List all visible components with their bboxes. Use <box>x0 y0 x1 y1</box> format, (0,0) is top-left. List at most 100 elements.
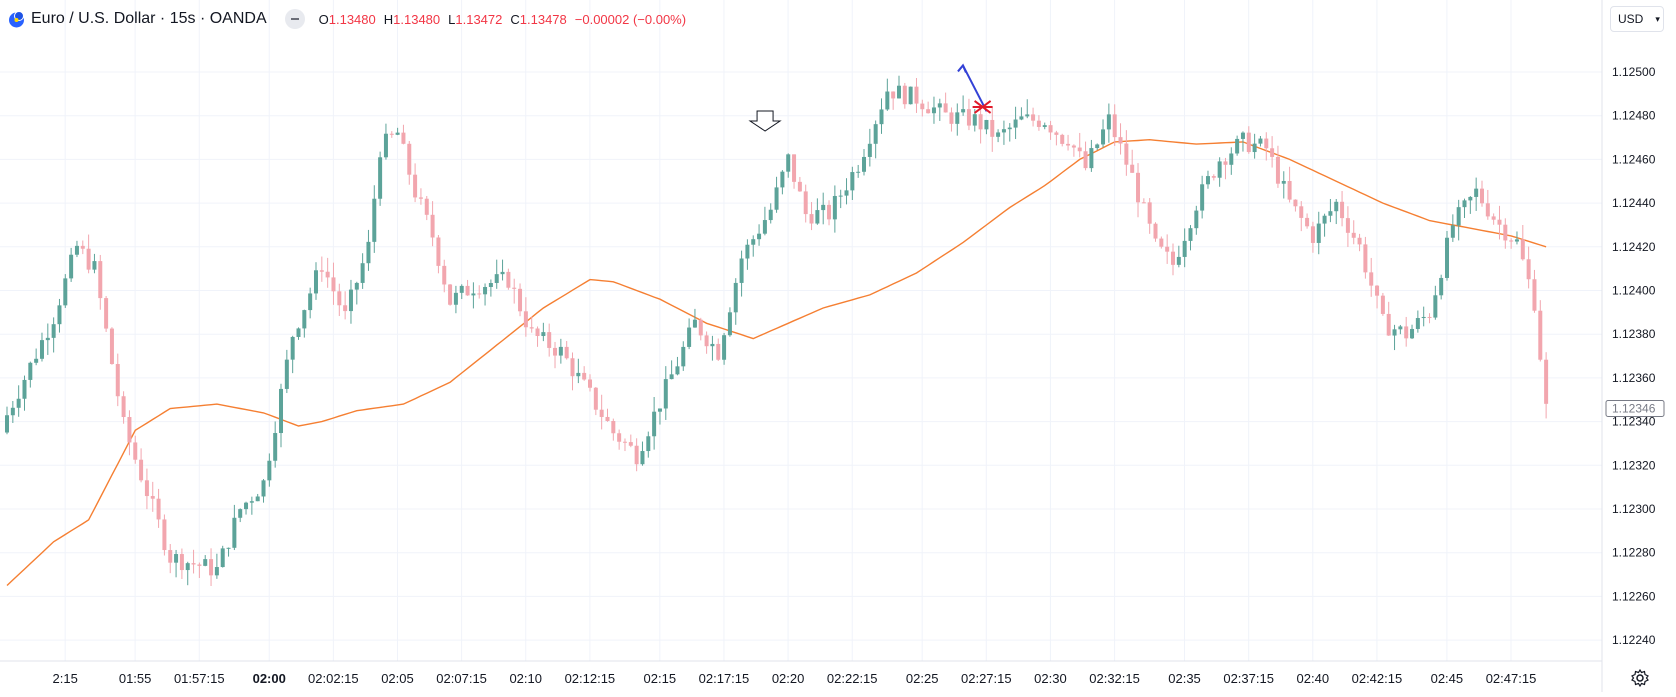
candle-body <box>1118 137 1123 144</box>
candle-body <box>541 332 546 337</box>
candle-body <box>1544 359 1549 404</box>
candle-body <box>1363 244 1368 273</box>
candle-body <box>564 346 569 359</box>
candle-body <box>1036 120 1041 127</box>
candle-body <box>214 567 219 576</box>
candle-body <box>1071 145 1076 148</box>
time-tick-label: 02:17:15 <box>699 671 750 686</box>
candle-body <box>809 214 814 224</box>
price-tick-label: 1.12500 <box>1612 65 1656 79</box>
time-tick-label: 02:35 <box>1168 671 1201 686</box>
candle-body <box>191 563 196 565</box>
time-tick-label: 2:15 <box>53 671 78 686</box>
candle-body <box>617 433 622 442</box>
time-tick-label: 01:57:15 <box>174 671 225 686</box>
price-tick-label: 1.12340 <box>1612 415 1656 429</box>
candle-body <box>378 157 383 199</box>
candle-body <box>500 271 505 275</box>
candle-body <box>448 284 453 305</box>
candle-body <box>745 244 750 259</box>
candle-body <box>133 442 138 460</box>
candle-body <box>1159 238 1164 247</box>
candle-body <box>827 204 832 220</box>
cross-marker-icon[interactable] <box>972 100 993 114</box>
time-tick-label: 02:20 <box>772 671 805 686</box>
candle-body <box>1456 207 1461 226</box>
candle-body <box>1398 326 1403 330</box>
open-key: O <box>318 11 329 27</box>
candle-body <box>1001 129 1006 133</box>
candle-body <box>401 132 406 144</box>
candle-body <box>80 245 85 249</box>
candle-body <box>1083 151 1088 169</box>
candle-body <box>302 310 307 329</box>
candle-body <box>1176 256 1181 265</box>
candle-body <box>1293 199 1298 207</box>
candle-body <box>1136 172 1141 203</box>
candle-body <box>558 346 563 356</box>
candle-body <box>1089 148 1094 169</box>
candle-body <box>1240 132 1245 139</box>
candle-body <box>605 416 610 421</box>
candle-body <box>139 459 144 481</box>
candle-body <box>850 172 855 191</box>
low-value: 1.13472 <box>455 11 503 27</box>
price-tick-label: 1.12280 <box>1612 546 1656 560</box>
candle-body <box>1205 176 1210 185</box>
candle-body <box>891 91 896 99</box>
candle-body <box>1427 316 1432 318</box>
candle-body <box>949 112 954 124</box>
chevron-down-icon: ▾ <box>1655 13 1660 24</box>
low-key: L <box>448 11 456 27</box>
down-arrow-marker-icon[interactable] <box>748 110 782 132</box>
candle-body <box>1415 318 1420 329</box>
candle-body <box>179 554 184 571</box>
time-tick-label: 02:07:15 <box>436 671 487 686</box>
time-tick-label: 02:45 <box>1431 671 1464 686</box>
candle-body <box>1188 228 1193 241</box>
candle-body <box>16 398 21 408</box>
candle-body <box>331 277 336 292</box>
candle-body <box>354 282 359 290</box>
symbol-title[interactable]: Euro / U.S. Dollar · 15s · OANDA <box>31 10 267 27</box>
candle-body <box>1445 237 1450 278</box>
candle-body <box>442 265 447 285</box>
candle-body <box>1007 127 1012 130</box>
time-tick-label: 02:05 <box>381 671 414 686</box>
candle-body <box>1462 200 1467 208</box>
time-tick-label: 02:12:15 <box>565 671 616 686</box>
time-tick-label: 02:42:15 <box>1352 671 1403 686</box>
candle-body <box>5 415 9 433</box>
trend-arrow-line[interactable] <box>962 64 988 112</box>
time-tick-label: 02:30 <box>1034 671 1067 686</box>
minus-circle-icon[interactable] <box>284 9 305 29</box>
price-tick-label: 1.12440 <box>1612 196 1656 210</box>
grid <box>0 0 1602 661</box>
candle-body <box>692 319 697 328</box>
candle-body <box>34 358 39 363</box>
candle-body <box>512 287 517 289</box>
candle-body <box>792 154 797 182</box>
close-key: C <box>510 11 520 27</box>
candle-body <box>197 564 202 566</box>
gear-icon[interactable] <box>1630 668 1650 688</box>
candle-body <box>908 86 913 105</box>
currency-selector[interactable]: USD ▾ <box>1610 6 1664 32</box>
currency-label: USD <box>1618 12 1644 26</box>
candle-body <box>716 343 721 360</box>
candle-body <box>523 311 528 328</box>
candle-body <box>547 332 552 348</box>
candle-body <box>768 209 773 221</box>
candle-body <box>733 282 738 313</box>
candle-body <box>1182 240 1187 257</box>
candle-body <box>436 237 441 266</box>
price-tick-label: 1.12320 <box>1612 458 1656 472</box>
candle-body <box>319 270 324 272</box>
candle-body <box>943 103 948 113</box>
candle-body <box>786 154 791 172</box>
candle-body <box>1287 180 1292 200</box>
candle-body <box>98 261 103 299</box>
